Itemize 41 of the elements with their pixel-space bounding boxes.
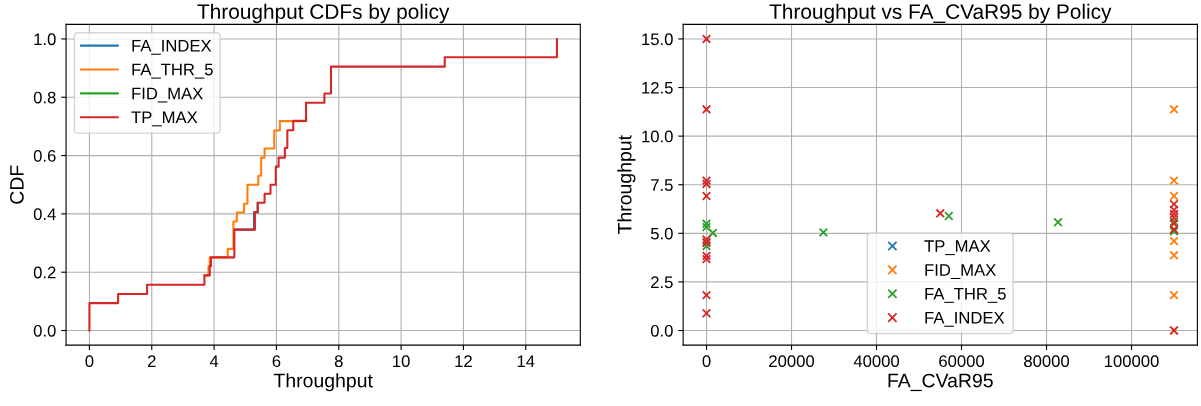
- x-tick-label: 60000: [939, 355, 985, 368]
- legend-label: FID_MAX: [925, 264, 996, 280]
- legend-label: FA_INDEX: [925, 311, 1005, 327]
- x-tick-label: 6: [272, 355, 281, 368]
- x-tick-label: 100000: [1104, 355, 1159, 368]
- y-tick-label: 7.5: [651, 179, 673, 191]
- y-tick-label: 12.5: [642, 81, 673, 94]
- legend-label: FA_INDEX: [132, 39, 212, 55]
- y-axis-title: Throughput: [617, 135, 636, 235]
- y-tick-label: 10.0: [642, 130, 673, 143]
- x-tick-label: 40000: [853, 355, 900, 368]
- legend-label: TP_MAX: [924, 240, 991, 256]
- x-tick-label: 20000: [769, 355, 815, 368]
- y-tick-label: 0.8: [33, 91, 56, 104]
- y-tick-label: 0.0: [650, 324, 673, 337]
- x-tick-label: 12: [455, 355, 472, 367]
- x-tick-label: 10: [393, 355, 410, 368]
- legend-label: TP_MAX: [131, 111, 198, 127]
- chart-title: Throughput CDFs by policy: [197, 3, 450, 24]
- x-tick-label: 4: [209, 355, 219, 367]
- chart-title: Throughput vs FA_CVaR95 by Policy: [769, 3, 1112, 24]
- y-axis-title: CDF: [10, 165, 24, 204]
- y-tick-label: 0.4: [33, 208, 56, 221]
- x-tick-label: 2: [147, 355, 156, 367]
- y-tick-label: 0.0: [33, 324, 56, 337]
- y-tick-label: 2.5: [651, 276, 673, 289]
- x-axis-title: FA_CVaR95: [888, 373, 993, 392]
- y-tick-label: 0.6: [33, 149, 56, 162]
- x-axis-title: Throughput: [273, 373, 373, 392]
- x-tick-label: 80000: [1024, 355, 1070, 368]
- legend-label: FID_MAX: [132, 87, 203, 103]
- x-tick-label: 8: [334, 355, 343, 368]
- x-tick-label: 0: [702, 355, 711, 368]
- x-tick-label: 14: [517, 355, 535, 367]
- legend-label: FA_THR_5: [925, 288, 1006, 303]
- y-tick-label: 0.2: [33, 266, 56, 279]
- legend-label: FA_THR_5: [132, 63, 213, 79]
- y-tick-label: 5.0: [650, 227, 673, 240]
- y-tick-label: 15.0: [642, 33, 673, 46]
- x-tick-label: 0: [85, 355, 94, 368]
- y-tick-label: 1.0: [34, 33, 56, 46]
